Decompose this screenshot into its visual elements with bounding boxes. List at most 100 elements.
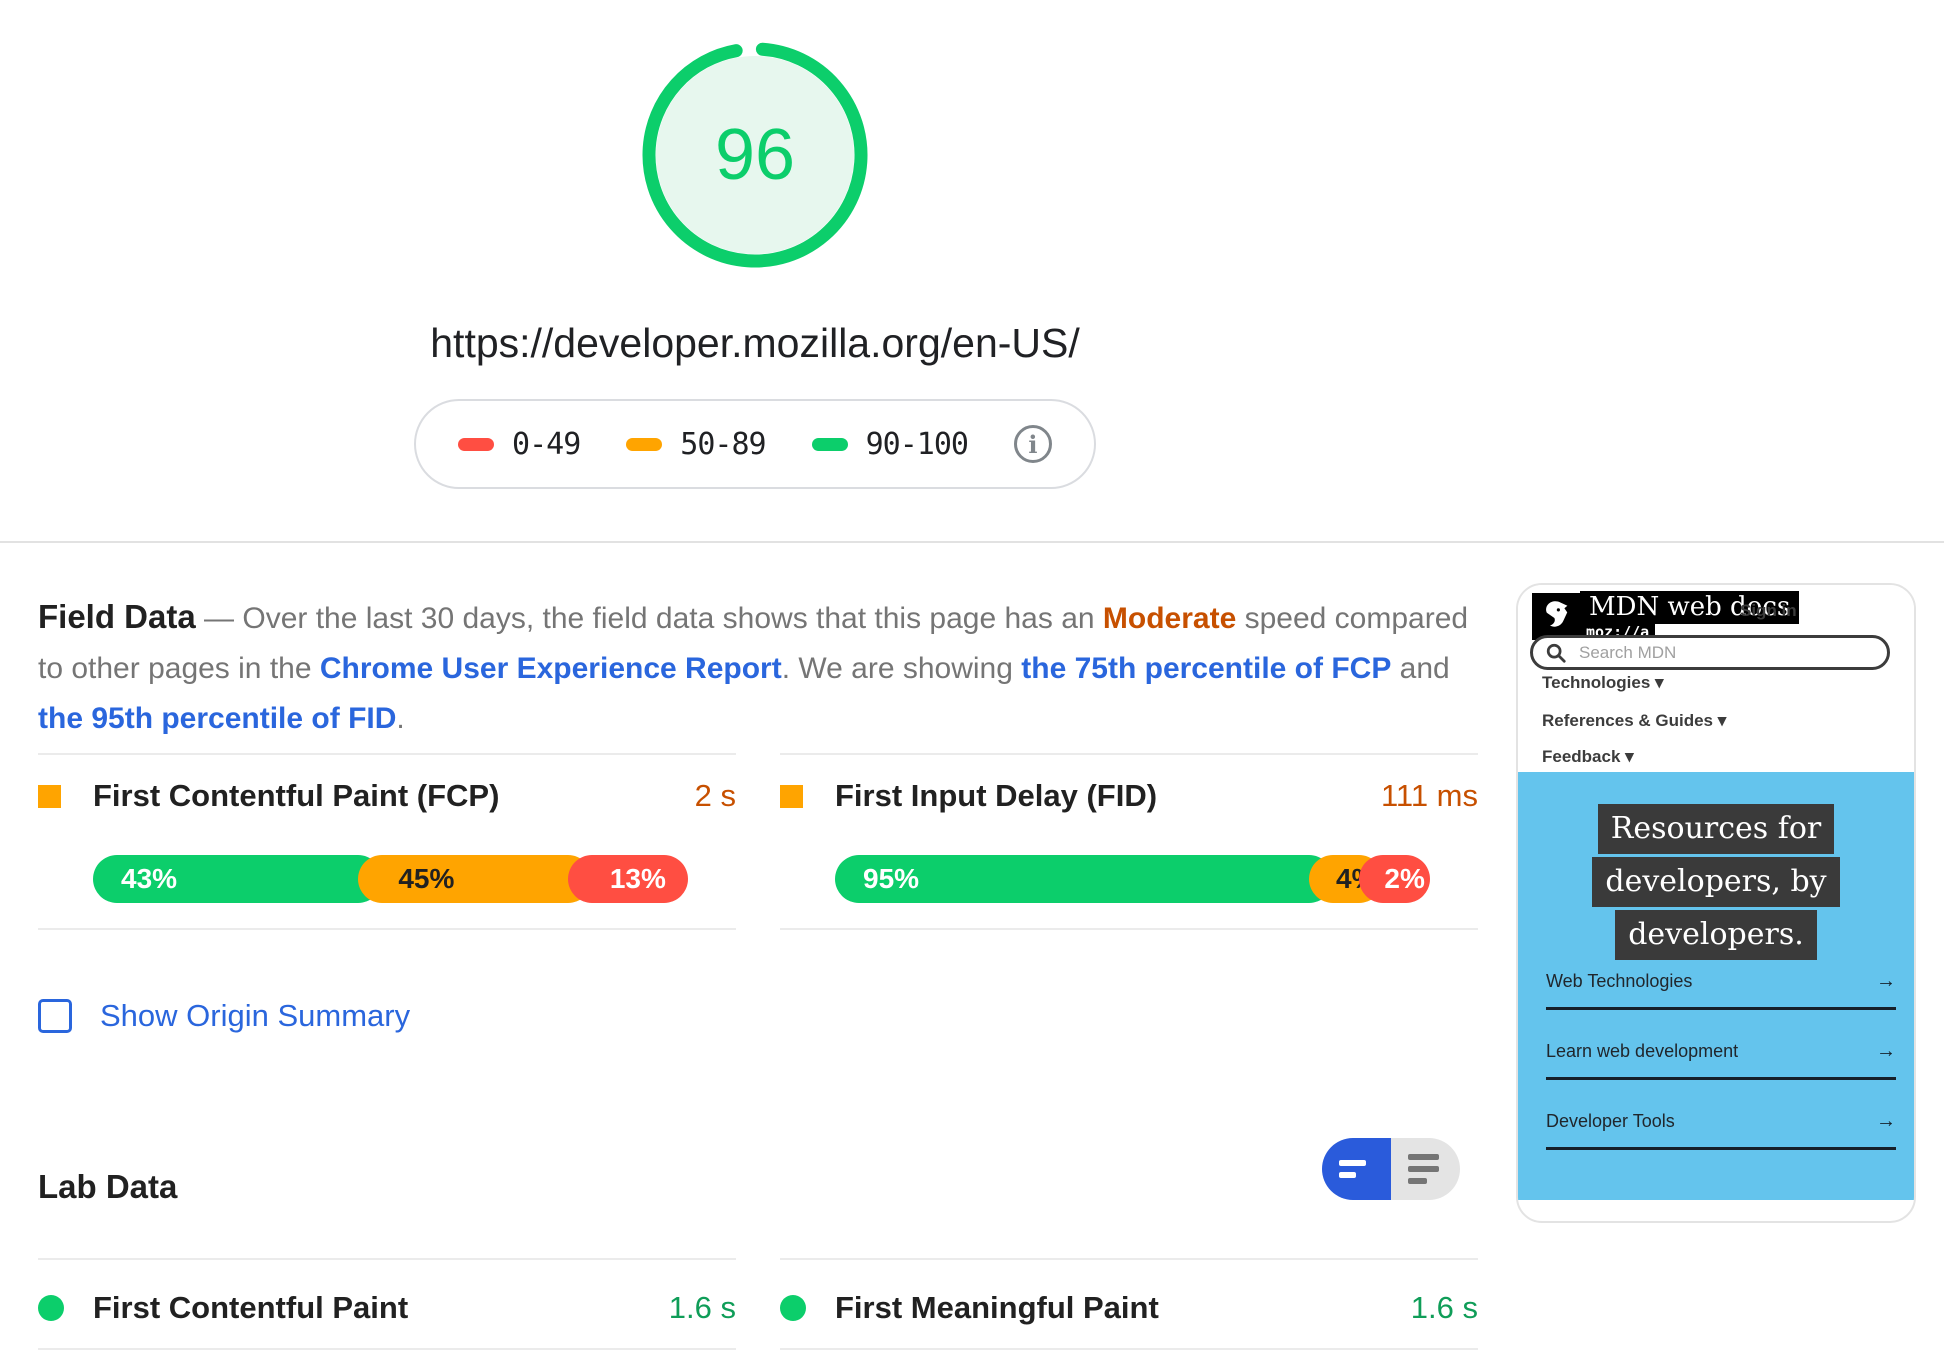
lab-metric-value: 1.6 s xyxy=(1410,1290,1478,1325)
crux-report-link[interactable]: Chrome User Experience Report xyxy=(319,652,782,685)
red-swatch-icon xyxy=(458,437,495,451)
score-legend: 0-49 50-89 90-100 i xyxy=(414,399,1096,489)
mdn-lion-logo-icon xyxy=(1532,593,1580,640)
score-section: 96 https://developer.mozilla.org/en-US/ … xyxy=(0,0,1510,489)
fcp-slow-pct: 13% xyxy=(609,863,666,894)
performance-score: 96 xyxy=(714,115,796,195)
sign-in-link: Sign in xyxy=(1740,601,1797,620)
hero-title: Resources for developers, by developers. xyxy=(1518,804,1914,963)
arrow-right-icon: → xyxy=(1876,1040,1896,1062)
hero-link-label: Web Technologies xyxy=(1546,971,1693,991)
lab-metric-title: First Meaningful Paint xyxy=(835,1290,1159,1325)
fcp-metric-header: First Contentful Paint (FCP) 2 s xyxy=(38,778,736,814)
hero-link-label: Developer Tools xyxy=(1546,1111,1675,1131)
arrow-right-icon: → xyxy=(1876,1110,1896,1132)
page-screenshot-thumbnail[interactable]: MDN web docs moz://a Sign in Search MDN … xyxy=(1516,583,1916,1223)
mdn-search-input: Search MDN xyxy=(1530,635,1890,670)
metric-divider xyxy=(38,753,736,755)
bar-view-button[interactable] xyxy=(1322,1138,1391,1200)
fcp-average-segment: 45% xyxy=(358,855,592,903)
tested-url: https://developer.mozilla.org/en-US/ xyxy=(430,320,1080,366)
field-data-description: Field Data — Over the last 30 days, the … xyxy=(38,592,1488,744)
info-icon[interactable]: i xyxy=(1013,425,1052,463)
legend-item-fast: 90-100 xyxy=(811,427,969,462)
fcp-metric-title: First Contentful Paint (FCP) xyxy=(93,778,500,813)
origin-summary-checkbox[interactable] xyxy=(38,999,72,1033)
fcp-distribution-bar: 43% 45% 13% xyxy=(93,855,736,903)
field-data-text: . We are showing xyxy=(781,652,1022,685)
link-web-technologies: Web Technologies → xyxy=(1546,970,1896,1010)
hero-links: Web Technologies → Learn web development… xyxy=(1546,970,1896,1180)
link-developer-tools: Developer Tools → xyxy=(1546,1110,1896,1150)
metric-divider xyxy=(780,753,1478,755)
fcp-fast-pct: 43% xyxy=(121,863,178,894)
origin-summary-label[interactable]: Show Origin Summary xyxy=(100,998,411,1033)
nav-references-guides: References & Guides ▾ xyxy=(1542,711,1727,730)
fid-slow-segment: 2% xyxy=(1359,855,1430,903)
orange-swatch-icon xyxy=(626,437,663,451)
link-learn-web-development: Learn web development → xyxy=(1546,1040,1896,1080)
fid-metric-title: First Input Delay (FID) xyxy=(835,778,1158,813)
field-data-text: . xyxy=(396,702,405,735)
hero-title-line: Resources for xyxy=(1597,804,1835,854)
fid-distribution-bar: 95% 4% 2% xyxy=(835,855,1478,903)
lab-metric-value: 1.6 s xyxy=(668,1290,736,1325)
mdn-header: MDN web docs moz://a Sign in Search MDN … xyxy=(1518,585,1914,772)
gauge-ring-icon xyxy=(642,42,868,268)
nav-technologies: Technologies ▾ xyxy=(1542,673,1664,692)
nav-feedback: Feedback ▾ xyxy=(1542,747,1634,766)
green-swatch-icon xyxy=(811,437,848,451)
fcp-percentile-link[interactable]: the 75th percentile of FCP xyxy=(1021,652,1392,685)
field-data-text: speed compared to other pages in the xyxy=(38,602,1469,685)
bar-icon xyxy=(1339,1172,1356,1178)
field-data-text: and xyxy=(1391,652,1450,685)
field-data-heading: Field Data xyxy=(38,598,196,635)
field-data-text: Over the last 30 days, the field data sh… xyxy=(242,602,1103,635)
list-icon xyxy=(1408,1154,1439,1160)
mdn-wordmark: MDN web docs xyxy=(1580,591,1800,624)
fcp-average-pct: 45% xyxy=(398,863,455,894)
fcp-metric-value: 2 s xyxy=(694,778,736,813)
lab-metric-row: First Contentful Paint 1.6 s xyxy=(38,1290,736,1326)
search-icon xyxy=(1546,643,1566,663)
hero-title-line: developers, by xyxy=(1592,857,1840,907)
lab-divider xyxy=(38,1258,736,1260)
fid-percentile-link[interactable]: the 95th percentile of FID xyxy=(38,702,397,735)
mdn-hero: Resources for developers, by developers.… xyxy=(1518,772,1914,1200)
lab-divider xyxy=(780,1348,1478,1350)
arrow-right-icon: → xyxy=(1876,970,1896,992)
bar-icon xyxy=(1339,1160,1366,1166)
orange-square-icon xyxy=(38,784,61,808)
legend-item-average: 50-89 xyxy=(626,426,767,462)
list-icon xyxy=(1408,1166,1439,1172)
lab-metric-row: First Meaningful Paint 1.6 s xyxy=(780,1290,1478,1326)
score-gauge: 96 xyxy=(630,30,880,280)
legend-label: 0-49 xyxy=(512,426,581,462)
hero-link-label: Learn web development xyxy=(1546,1041,1739,1061)
green-dot-icon xyxy=(38,1295,64,1321)
fid-fast-segment: 95% xyxy=(835,855,1334,903)
legend-label: 50-89 xyxy=(680,426,766,462)
fcp-slow-segment: 13% xyxy=(567,855,688,903)
fcp-fast-segment: 43% xyxy=(93,855,383,903)
section-divider xyxy=(0,541,1944,543)
fid-fast-pct: 95% xyxy=(863,863,920,894)
fid-metric-header: First Input Delay (FID) 111 ms xyxy=(780,778,1478,814)
lab-view-toggle xyxy=(1322,1138,1460,1200)
origin-summary-row: Show Origin Summary xyxy=(38,998,410,1034)
search-placeholder: Search MDN xyxy=(1579,642,1677,662)
lab-divider xyxy=(38,1348,736,1350)
hero-title-line: developers. xyxy=(1615,910,1817,960)
legend-item-slow: 0-49 xyxy=(458,426,581,462)
lab-divider xyxy=(780,1258,1478,1260)
list-view-button[interactable] xyxy=(1391,1138,1460,1200)
fid-metric-value: 111 ms xyxy=(1380,778,1478,813)
lab-metric-title: First Contentful Paint xyxy=(93,1290,409,1325)
orange-square-icon xyxy=(780,784,803,808)
moderate-badge-text: Moderate xyxy=(1102,602,1237,635)
lab-data-heading: Lab Data xyxy=(38,1168,178,1205)
metric-divider xyxy=(38,928,736,930)
list-icon xyxy=(1408,1178,1427,1184)
green-dot-icon xyxy=(780,1295,806,1321)
